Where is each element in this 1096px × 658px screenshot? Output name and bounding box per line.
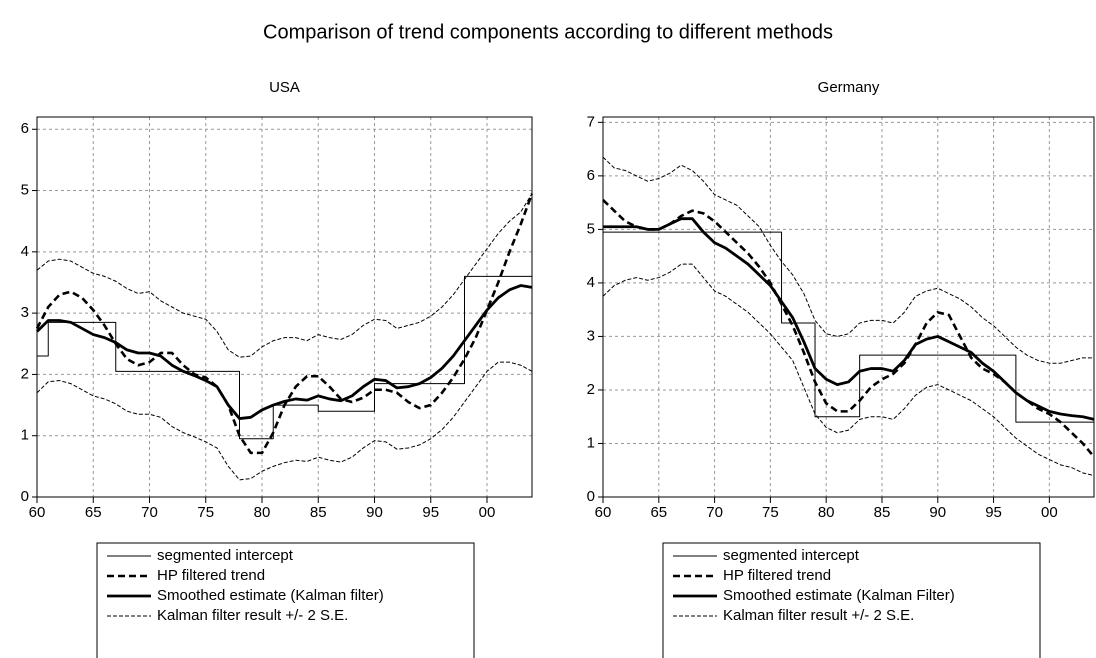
series-line bbox=[602, 263, 1095, 477]
x-tick-label: 75 bbox=[197, 504, 214, 521]
y-tick-label: 1 bbox=[587, 434, 595, 451]
y-tick-label: 4 bbox=[21, 243, 29, 260]
y-tick-label: 5 bbox=[587, 220, 595, 237]
x-tick-label: 90 bbox=[366, 504, 383, 521]
legend-label: Kalman filter result +/- 2 S.E. bbox=[723, 607, 914, 624]
plot-frame bbox=[36, 116, 533, 498]
chart-subtitle: Germany bbox=[818, 79, 880, 96]
x-tick-label: 75 bbox=[762, 504, 779, 521]
x-tick-label: 95 bbox=[985, 504, 1002, 521]
legend-label: Kalman filter result +/- 2 S.E. bbox=[157, 607, 348, 624]
x-tick-label: 70 bbox=[706, 504, 723, 521]
series-line bbox=[35, 193, 534, 455]
legend-box bbox=[662, 542, 1041, 658]
x-tick-label: 85 bbox=[310, 504, 327, 521]
x-tick-label: 70 bbox=[141, 504, 158, 521]
x-tick-label: 65 bbox=[85, 504, 102, 521]
series-line bbox=[603, 217, 1095, 421]
legend-label: segmented intercept bbox=[157, 547, 294, 564]
series-line bbox=[37, 275, 532, 440]
x-tick-label: 90 bbox=[929, 504, 946, 521]
y-tick-label: 6 bbox=[587, 167, 595, 184]
legend-label: segmented intercept bbox=[723, 547, 860, 564]
series-line bbox=[602, 156, 1094, 364]
y-tick-label: 3 bbox=[21, 304, 29, 321]
x-tick-label: 00 bbox=[1041, 504, 1058, 521]
y-tick-label: 0 bbox=[587, 488, 595, 505]
series-line bbox=[36, 361, 533, 481]
y-tick-label: 4 bbox=[587, 274, 595, 291]
y-tick-label: 7 bbox=[587, 113, 595, 130]
x-tick-label: 95 bbox=[422, 504, 439, 521]
series-line bbox=[602, 199, 1095, 458]
y-tick-label: 2 bbox=[587, 381, 595, 398]
legend-label: HP filtered trend bbox=[723, 567, 831, 584]
y-tick-label: 1 bbox=[21, 427, 29, 444]
x-tick-label: 85 bbox=[874, 504, 891, 521]
y-tick-label: 5 bbox=[21, 182, 29, 199]
y-tick-label: 6 bbox=[21, 120, 29, 137]
x-tick-label: 80 bbox=[254, 504, 271, 521]
x-tick-label: 80 bbox=[818, 504, 835, 521]
x-tick-label: 60 bbox=[595, 504, 612, 521]
legend-label: HP filtered trend bbox=[157, 567, 265, 584]
y-tick-label: 3 bbox=[587, 327, 595, 344]
plot-frame bbox=[602, 116, 1095, 498]
series-line bbox=[36, 193, 533, 358]
chart-subtitle: USA bbox=[269, 79, 300, 96]
legend-box bbox=[96, 542, 475, 658]
x-tick-label: 65 bbox=[650, 504, 667, 521]
y-tick-label: 2 bbox=[21, 365, 29, 382]
figure-title: Comparison of trend components according… bbox=[263, 21, 833, 43]
series-line bbox=[36, 284, 533, 420]
legend-label: Smoothed estimate (Kalman Filter) bbox=[723, 587, 955, 604]
x-tick-label: 00 bbox=[479, 504, 496, 521]
series-line bbox=[603, 231, 1094, 423]
legend-label: Smoothed estimate (Kalman filter) bbox=[157, 587, 384, 604]
x-tick-label: 60 bbox=[29, 504, 46, 521]
y-tick-label: 0 bbox=[21, 488, 29, 505]
